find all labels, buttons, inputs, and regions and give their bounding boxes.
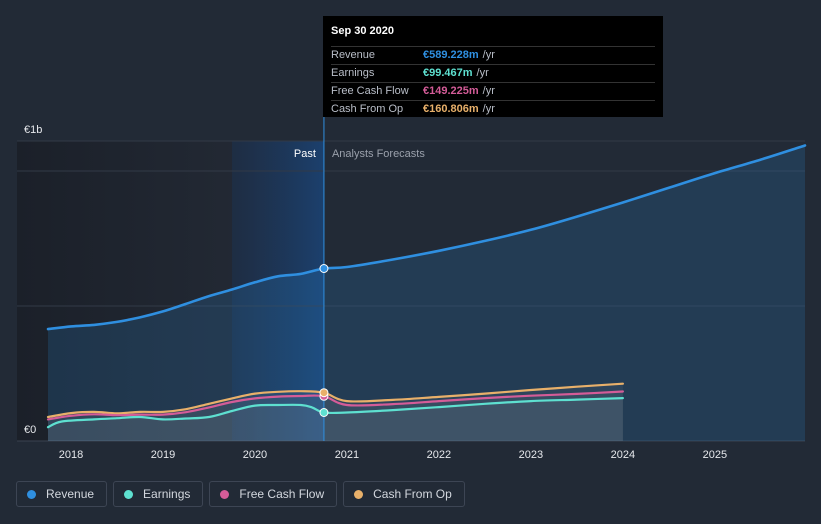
x-tick-label: 2021 (335, 449, 359, 461)
legend-label: Earnings (143, 487, 191, 501)
tooltip-unit: /yr (476, 67, 489, 79)
forecast-label: Analysts Forecasts (332, 148, 425, 160)
y-axis-top-label: €1b (24, 124, 42, 136)
tooltip-unit: /yr (482, 103, 495, 115)
tooltip-label: Free Cash Flow (331, 85, 409, 97)
point-marker-revenue (319, 264, 329, 273)
cash-from-op-dot-icon (354, 489, 364, 499)
tooltip-label: Revenue (331, 49, 376, 61)
x-tick-label: 2024 (611, 449, 635, 461)
y-axis-bottom-label: €0 (24, 424, 36, 436)
x-tick-label: 2019 (151, 449, 175, 461)
data-tooltip: Sep 30 2020 Revenue €589.228m /yr Earnin… (323, 16, 663, 117)
tooltip-row-cash-from-op: Cash From Op €160.806m /yr (331, 100, 655, 118)
series-line-earnings (46, 397, 624, 429)
tooltip-value: €99.467m (423, 67, 473, 79)
tooltip-unit: /yr (482, 49, 495, 61)
legend-label: Free Cash Flow (239, 487, 325, 501)
tooltip-row-revenue: Revenue €589.228m /yr (331, 46, 655, 64)
legend-label: Revenue (46, 487, 95, 501)
point-marker-earnings (319, 408, 329, 417)
chart-legend: Revenue Earnings Free Cash Flow Cash Fro… (16, 481, 465, 507)
x-tick-label: 2023 (519, 449, 543, 461)
series-line-free-cash-flow (46, 390, 624, 421)
tooltip-unit: /yr (482, 85, 495, 97)
tooltip-value: €589.228m (423, 49, 479, 61)
revenue-dot-icon (27, 489, 36, 499)
free-cash-flow-dot-icon (220, 489, 230, 499)
tooltip-label: Earnings (331, 67, 375, 79)
legend-item-earnings[interactable]: Earnings (113, 481, 204, 507)
tooltip-value: €149.225m (423, 85, 479, 97)
x-tick-label: 2022 (427, 449, 451, 461)
tooltip-date: Sep 30 2020 (331, 25, 394, 37)
series-area-earnings (48, 398, 623, 441)
series-area-revenue (48, 145, 805, 441)
past-label: Past (294, 148, 316, 160)
x-tick-label: 2020 (243, 449, 267, 461)
earnings-dot-icon (124, 489, 134, 499)
legend-label: Cash From Op (373, 487, 452, 501)
x-tick-label: 2018 (59, 449, 83, 461)
series-line-revenue (46, 144, 807, 331)
legend-item-free-cash-flow[interactable]: Free Cash Flow (209, 481, 338, 507)
tooltip-label: Cash From Op (331, 103, 404, 115)
x-tick-label: 2025 (703, 449, 727, 461)
tooltip-row-free-cash-flow: Free Cash Flow €149.225m /yr (331, 82, 655, 100)
series-line-cash-from-op (46, 382, 624, 419)
tooltip-row-earnings: Earnings €99.467m /yr (331, 64, 655, 82)
legend-item-cash-from-op[interactable]: Cash From Op (343, 481, 465, 507)
legend-item-revenue[interactable]: Revenue (16, 481, 108, 507)
tooltip-value: €160.806m (423, 103, 479, 115)
point-marker-cash-from-op (319, 388, 329, 398)
